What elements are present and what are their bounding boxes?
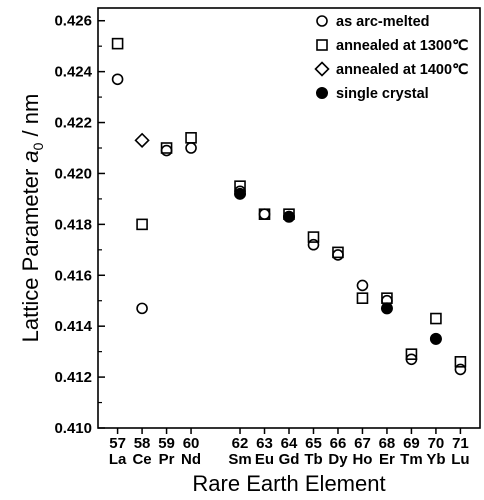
point-arc-melted <box>185 142 197 154</box>
x-tick-label-number: 70 <box>428 435 445 452</box>
legend-marker-filled-circle <box>316 87 328 99</box>
x-tick-label-symbol: Eu <box>255 451 274 468</box>
legend-marker-open-square <box>316 39 328 51</box>
x-tick-label-symbol: La <box>109 451 127 468</box>
legend-label: annealed at 1300℃ <box>336 38 469 54</box>
x-tick-label-number: 57 <box>109 435 126 452</box>
x-tick-label-number: 63 <box>256 435 273 452</box>
x-tick-label-symbol: Er <box>379 451 395 468</box>
point-single-crystal <box>380 302 393 315</box>
x-tick-label-symbol: Ce <box>132 451 151 468</box>
y-tick-label: 0.418 <box>54 216 92 233</box>
point-annealed-1300 <box>307 231 320 243</box>
y-tick-label: 0.424 <box>54 64 92 81</box>
x-tick-label-symbol: Pr <box>159 451 175 468</box>
point-annealed-1300 <box>454 356 467 368</box>
x-tick-label-number: 62 <box>232 435 249 452</box>
legend-marker-open-diamond <box>314 61 330 77</box>
point-annealed-1400 <box>134 132 150 148</box>
legend-label: annealed at 1400℃ <box>336 62 469 78</box>
x-tick-label-number: 69 <box>403 435 420 452</box>
x-tick-label-symbol: Tb <box>304 451 322 468</box>
data-points <box>111 37 467 376</box>
point-arc-melted <box>111 73 124 86</box>
point-arc-melted <box>160 144 173 157</box>
y-tick-label: 0.414 <box>54 318 92 335</box>
y-axis-title-main: Lattice Parameter <box>18 163 43 343</box>
legend-marker-open-circle <box>316 15 328 27</box>
legend-item-single-crystal: single crystal <box>316 86 429 102</box>
point-annealed-1300 <box>136 218 148 231</box>
legend-item-annealed-1300: annealed at 1300℃ <box>316 38 469 54</box>
x-tick-label-number: 67 <box>354 435 371 452</box>
legend-label: single crystal <box>336 86 429 102</box>
y-axis-title-symbol: a <box>18 150 43 162</box>
x-tick-label-symbol: Tm <box>400 451 423 468</box>
x-tick-label-number: 58 <box>134 435 151 452</box>
legend: as arc-melted annealed at 1300℃ annealed… <box>314 14 469 102</box>
y-tick-label: 0.420 <box>54 165 92 182</box>
point-annealed-1300 <box>111 37 124 50</box>
point-annealed-1300 <box>332 246 344 259</box>
point-arc-melted <box>307 238 320 251</box>
point-arc-melted <box>332 249 344 261</box>
point-single-crystal <box>283 210 295 223</box>
x-tick-label-number: 59 <box>158 435 175 452</box>
x-axis-title: Rare Earth Element <box>192 471 385 496</box>
x-tick-label-symbol: Yb <box>426 451 445 468</box>
y-axis-title: Lattice Parameter a0 / nm <box>18 94 46 343</box>
x-tick-label-symbol: Ho <box>352 451 372 468</box>
y-axis-title-subscript: 0 <box>30 142 46 150</box>
point-single-crystal <box>234 187 247 200</box>
x-tick-label-number: 64 <box>281 435 298 452</box>
x-tick-label-number: 66 <box>330 435 347 452</box>
point-single-crystal <box>429 332 442 345</box>
x-tick-label-number: 65 <box>305 435 322 452</box>
point-annealed-1300 <box>430 312 442 325</box>
x-tick-label-symbol: Dy <box>328 451 348 468</box>
x-tick-label-number: 68 <box>379 435 396 452</box>
y-tick-label: 0.410 <box>54 420 92 437</box>
y-tick-label: 0.416 <box>54 267 92 284</box>
y-axis-title-unit: / nm <box>18 94 43 143</box>
y-tick-label: 0.412 <box>54 369 92 386</box>
point-arc-melted <box>454 363 467 376</box>
x-tick-label-symbol: Nd <box>181 451 201 468</box>
x-tick-label-symbol: Sm <box>228 451 251 468</box>
legend-label: as arc-melted <box>336 14 430 30</box>
x-tick-label-symbol: Gd <box>279 451 300 468</box>
y-axis: 0.410 0.412 0.414 0.416 0.418 0.420 0.422 0.424… <box>54 13 105 437</box>
legend-item-annealed-1400: annealed at 1400℃ <box>314 61 469 78</box>
x-tick-label-number: 71 <box>452 435 469 452</box>
x-tick-label-symbol: Lu <box>451 451 469 468</box>
point-arc-melted <box>356 279 369 292</box>
point-annealed-1300 <box>185 132 197 144</box>
y-tick-label: 0.422 <box>54 115 92 132</box>
point-annealed-1300 <box>258 208 271 220</box>
point-annealed-1300 <box>356 292 369 304</box>
point-arc-melted <box>258 208 271 220</box>
point-arc-melted <box>136 302 148 315</box>
point-annealed-1300 <box>160 142 173 154</box>
x-tick-label-number: 60 <box>183 435 200 452</box>
y-tick-label: 0.426 <box>54 13 92 30</box>
legend-item-arc-melted: as arc-melted <box>316 14 430 30</box>
point-annealed-1300 <box>405 348 418 360</box>
